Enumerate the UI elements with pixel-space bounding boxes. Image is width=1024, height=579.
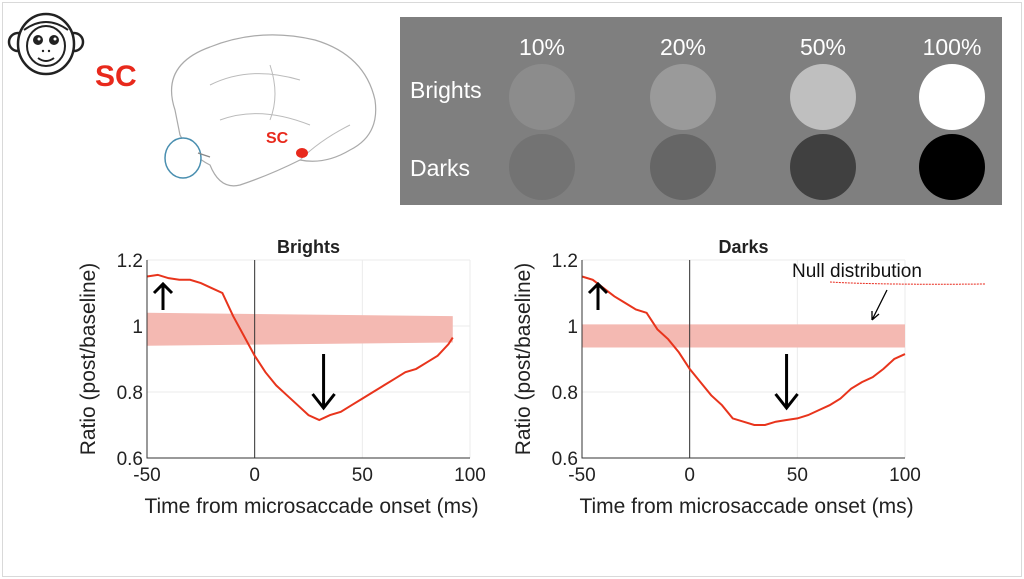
chart-darks-plot-area [582,260,905,458]
chart-brights-xtick-label: 50 [352,465,373,486]
chart-darks-xtick-label: 50 [787,465,808,486]
contrast-label: 50% [799,34,847,60]
chart-brights-ytick-label: 1.2 [117,251,143,272]
contrast-label: 20% [659,34,707,60]
chart-brights: -50 0 50 100 0.6 0.8 1 1.2 Brights Time from micr… [77,237,486,518]
chart-brights-xtick-label: -50 [133,465,160,486]
monkey-icon [7,12,85,76]
chart-darks-ylabel: Ratio (post/baseline) [512,263,535,456]
stimulus-circle-brights-3 [790,64,856,130]
contrast-label: 10% [518,34,566,60]
chart-darks-xtick-label: 100 [889,465,921,486]
chart-brights-null-band [147,312,453,346]
chart-darks-up-arrow-icon [587,281,609,310]
chart-darks-null-band [582,324,905,348]
spellcheck-underline [829,281,986,285]
stimulus-circle-darks-3 [790,134,856,200]
chart-brights-xlabel: Time from microsaccade onset (ms) [144,495,478,518]
brain-illustration: SC [164,34,377,187]
chart-brights-title: Brights [277,237,340,257]
region-label: SC [95,60,137,93]
chart-brights-xtick-label: 100 [454,465,486,486]
contrast-label: 100% [922,34,982,60]
brain-sc-label: SC [266,130,289,147]
stimulus-circle-brights-4 [919,64,985,130]
stimulus-circle-brights-1 [509,64,575,130]
chart-darks-down-arrow-icon [774,354,799,411]
chart-brights-ytick-label: 1 [132,317,143,338]
chart-darks: -50 0 50 100 0.6 0.8 1 1.2 Darks Time from micros… [512,237,921,518]
row-label-brights: Brights [410,77,482,103]
chart-darks-xlabel: Time from microsaccade onset (ms) [579,495,913,518]
null-distribution-annotation: Null distribution [792,261,922,282]
annotation-arrow-icon [871,289,888,321]
chart-darks-title: Darks [718,237,768,257]
row-label-darks: Darks [410,155,471,181]
chart-darks-xtick-label: 0 [684,465,695,486]
chart-darks-ytick-label: 0.6 [552,449,578,470]
chart-darks-xtick-label: -50 [568,465,595,486]
chart-brights-ytick-label: 0.6 [117,449,143,470]
chart-darks-ytick-label: 1 [567,317,578,338]
stimulus-panel: 10% 20% 50% 100% Brights Darks [400,17,1002,205]
chart-brights-ytick-label: 0.8 [117,383,143,404]
chart-darks-axes [581,260,905,459]
chart-darks-series-line [581,275,906,426]
stimulus-circle-darks-4 [919,134,985,200]
chart-brights-up-arrow-icon [152,281,174,310]
stimulus-circle-darks-1 [509,134,575,200]
chart-brights-ylabel: Ratio (post/baseline) [77,263,100,456]
chart-darks-ytick-label: 1.2 [552,251,578,272]
stimulus-circle-darks-2 [650,134,716,200]
chart-brights-xtick-label: 0 [249,465,260,486]
stimulus-circle-brights-2 [650,64,716,130]
chart-brights-plot-area [147,260,470,458]
chart-brights-series-line [146,273,454,422]
chart-darks-ytick-label: 0.8 [552,383,578,404]
chart-brights-axes [146,260,470,459]
chart-brights-down-arrow-icon [311,354,336,411]
